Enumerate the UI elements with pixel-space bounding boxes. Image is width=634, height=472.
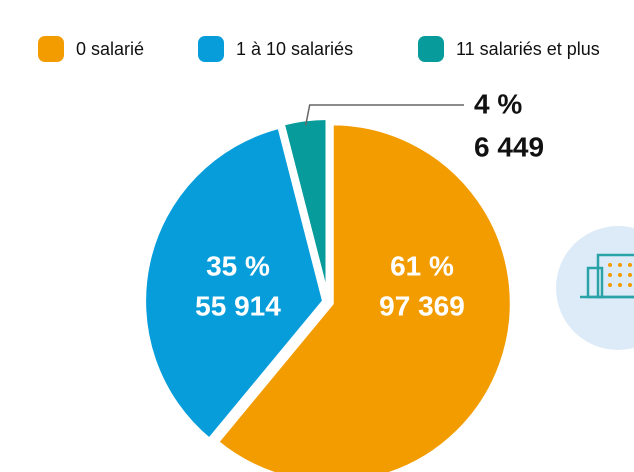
leader-line <box>304 104 464 126</box>
slice-count-label: 97 369 <box>379 290 465 321</box>
slice-percent-label: 4 % <box>474 88 522 119</box>
legend-swatch <box>38 36 64 62</box>
building-icon <box>556 226 634 350</box>
slice-percent-label: 61 % <box>390 250 454 281</box>
legend-swatch <box>418 36 444 62</box>
pie-slice <box>142 124 327 442</box>
slice-count-label: 6 449 <box>474 131 544 162</box>
legend-label: 1 à 10 salariés <box>236 39 353 59</box>
legend-label: 11 salariés et plus <box>456 39 600 59</box>
pie-slice <box>280 116 330 301</box>
slice-count-label: 55 914 <box>195 290 281 321</box>
legend-label: 0 salarié <box>76 39 144 59</box>
slice-percent-label: 35 % <box>206 250 270 281</box>
legend-swatch <box>198 36 224 62</box>
pie-slice <box>215 121 514 472</box>
